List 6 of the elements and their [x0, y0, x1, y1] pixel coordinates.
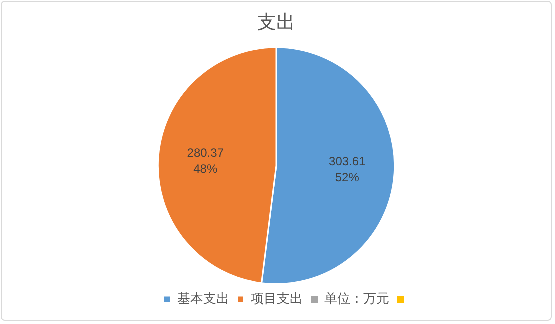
data-label: 303.61 52%: [329, 154, 366, 185]
legend-label: 项目支出: [250, 291, 303, 306]
chart-title: 支出: [258, 12, 296, 34]
text: 单位：万元: [324, 291, 390, 306]
data-label: 280.37 48%: [187, 146, 224, 176]
legend-label: 基本支出: [177, 291, 230, 306]
